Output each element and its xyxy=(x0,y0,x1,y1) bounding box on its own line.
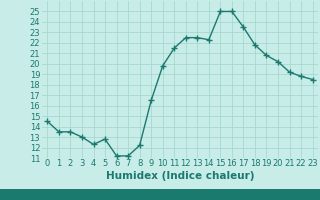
X-axis label: Humidex (Indice chaleur): Humidex (Indice chaleur) xyxy=(106,171,254,181)
